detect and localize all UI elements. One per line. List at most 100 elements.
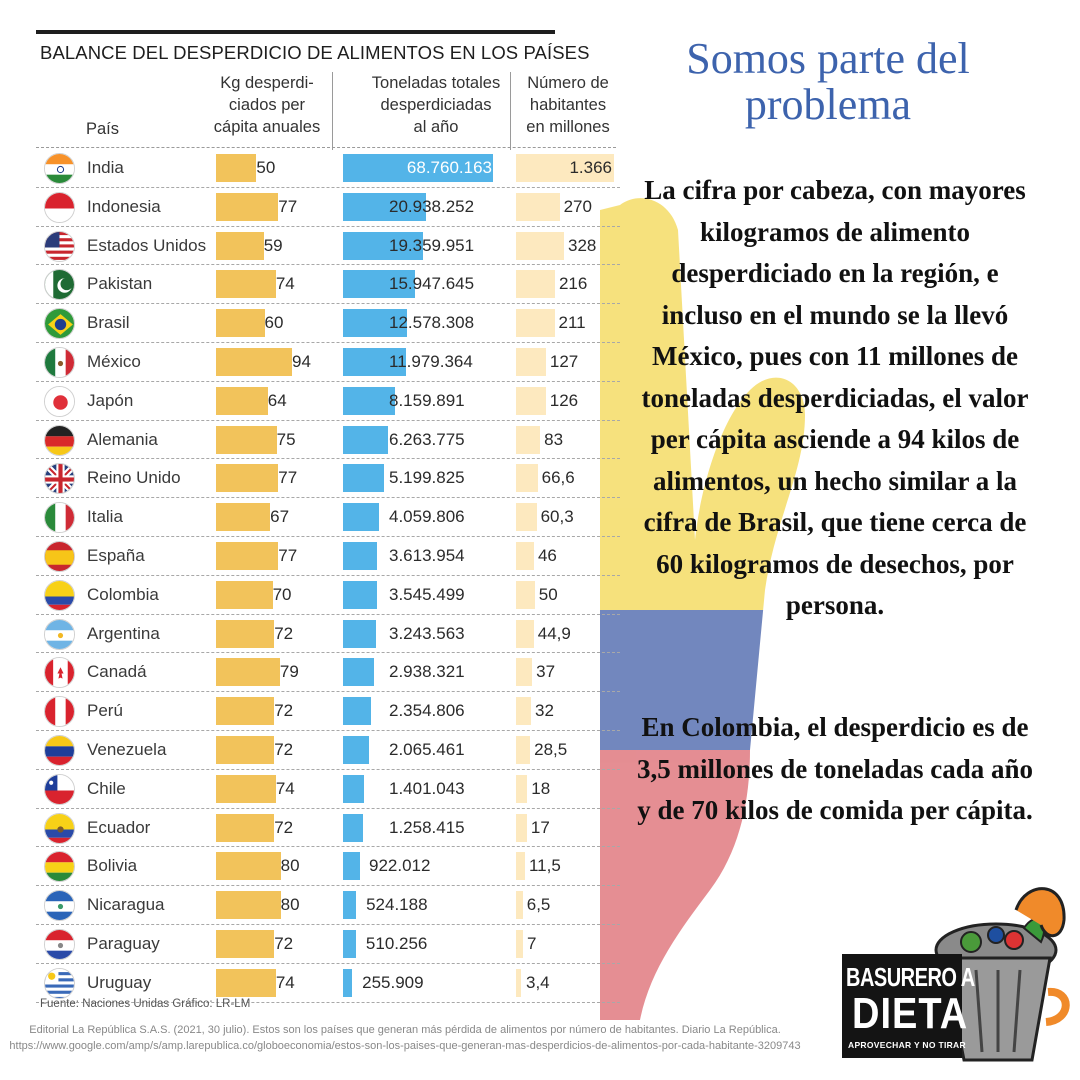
flag-spain-icon [44, 540, 75, 572]
tons-value: 1.258.415 [389, 817, 465, 837]
table-row: Pakistan 74 15.947.645 216 [36, 265, 620, 305]
kg-value: 77 [278, 545, 298, 565]
basurero-a-dieta-logo: BASURERO A DIETA APROVECHAR Y NO TIRAR [836, 880, 1074, 1070]
flag-uk-icon [44, 463, 75, 495]
flag-pakistan-icon [44, 269, 75, 301]
flag-chile-icon [44, 773, 75, 805]
tons-bar [343, 425, 389, 454]
country-name: Indonesia [87, 196, 161, 216]
population-bar [516, 774, 528, 803]
trash-can-food-icon [930, 887, 1070, 1062]
population-value: 66,6 [541, 468, 575, 488]
flag-india-icon [44, 153, 75, 184]
table-row: Paraguay 72 510.256 7 [36, 925, 620, 964]
tons-value: 3.243.563 [389, 623, 465, 643]
table-row: Italia 67 4.059.806 60,3 [36, 498, 620, 537]
tons-bar [343, 347, 406, 376]
tons-bar [343, 154, 493, 182]
country-name: Chile [87, 778, 126, 798]
tons-value: 3.613.954 [389, 545, 465, 565]
country-name: Reino Unido [87, 468, 181, 488]
population-bar [516, 231, 565, 260]
kg-value: 72 [274, 623, 294, 643]
kg-bar [216, 425, 277, 454]
tons-value: 4.059.806 [389, 507, 465, 527]
table-row: Ecuador 72 1.258.415 17 [36, 809, 620, 848]
population-value: 46 [537, 545, 557, 565]
tons-bar [343, 541, 378, 570]
kg-bar [216, 192, 279, 221]
table-row: México 94 11.979.364 127 [36, 343, 620, 382]
citation-text: Editorial La República S.A.S. (2021, 30 … [9, 1024, 801, 1052]
flag-brazil-icon [44, 308, 75, 340]
tons-bar [343, 464, 385, 493]
top-rule [36, 30, 555, 34]
population-bar [516, 852, 525, 881]
kg-value: 72 [274, 817, 294, 837]
kg-bar [216, 309, 265, 338]
country-name: España [87, 545, 145, 565]
tons-bar [343, 891, 357, 920]
tons-bar [343, 231, 423, 260]
country-name: Paraguay [87, 933, 160, 953]
population-value: 328 [568, 235, 597, 255]
population-bar [516, 929, 523, 958]
tons-bar [343, 929, 356, 958]
country-name: Brasil [87, 313, 130, 333]
logo-line-1: BASURERO A [846, 964, 975, 993]
kg-value: 72 [274, 701, 294, 721]
country-name: Perú [87, 701, 123, 721]
population-bar [516, 154, 614, 182]
header-total-tons: Toneladas totales desperdiciadas al año [371, 74, 501, 136]
flag-mexico-icon [44, 346, 75, 378]
tons-value: 3.545.499 [389, 584, 465, 604]
country-name: México [87, 351, 141, 371]
tons-bar [343, 309, 408, 338]
kg-bar [216, 386, 268, 415]
flag-germany-icon [44, 424, 75, 456]
country-name: Canadá [87, 662, 147, 682]
table-row: Bolivia 80 922.012 11,5 [36, 847, 620, 887]
kg-bar [216, 968, 276, 997]
table-row: Reino Unido 77 5.199.825 66,6 [36, 459, 620, 499]
flag-italy-icon [44, 502, 75, 534]
population-value: 211 [558, 313, 586, 333]
kg-value: 79 [279, 662, 299, 682]
tons-value: 15.947.645 [389, 274, 475, 294]
citation: Editorial La República S.A.S. (2021, 30 … [0, 1022, 1080, 1054]
flag-ecuador-icon [44, 812, 75, 844]
kg-bar [216, 697, 275, 726]
country-name: Alemania [87, 429, 158, 449]
table-row: Nicaragua 80 524.188 6,5 [36, 886, 620, 925]
table-row: Alemania 75 6.263.775 83 [36, 421, 620, 460]
population-value: 44,9 [537, 623, 571, 643]
kg-bar [216, 658, 280, 687]
population-value: 83 [544, 429, 564, 449]
population-bar [516, 658, 533, 687]
flag-colombia-icon [44, 579, 75, 611]
kg-value: 72 [274, 739, 294, 759]
population-value: 7 [527, 933, 537, 953]
kg-value: 67 [270, 507, 290, 527]
table-row: Colombia 70 3.545.499 50 [36, 576, 620, 615]
tons-bar [343, 697, 371, 726]
source-line: Fuente: Naciones Unidas Gráfico: LR-LM [40, 998, 251, 1010]
kg-bar [216, 852, 281, 881]
kg-value: 75 [276, 429, 296, 449]
flag-canada-icon [44, 657, 75, 689]
flag-indonesia-icon [44, 191, 75, 223]
tons-value: 8.159.891 [389, 390, 465, 410]
flag-peru-icon [44, 696, 75, 728]
country-name: India [87, 158, 124, 177]
country-name: Ecuador [87, 817, 151, 837]
population-bar [516, 813, 527, 842]
tons-value: 2.938.321 [389, 662, 465, 682]
header-population: Número de habitantes en millones [526, 74, 610, 136]
tons-value: 510.256 [365, 933, 428, 953]
kg-bar [216, 231, 264, 260]
table-row: España 77 3.613.954 46 [36, 537, 620, 576]
population-bar [516, 541, 534, 570]
header-rule [36, 147, 616, 148]
kg-value: 64 [267, 390, 287, 410]
population-value: 32 [534, 701, 554, 721]
